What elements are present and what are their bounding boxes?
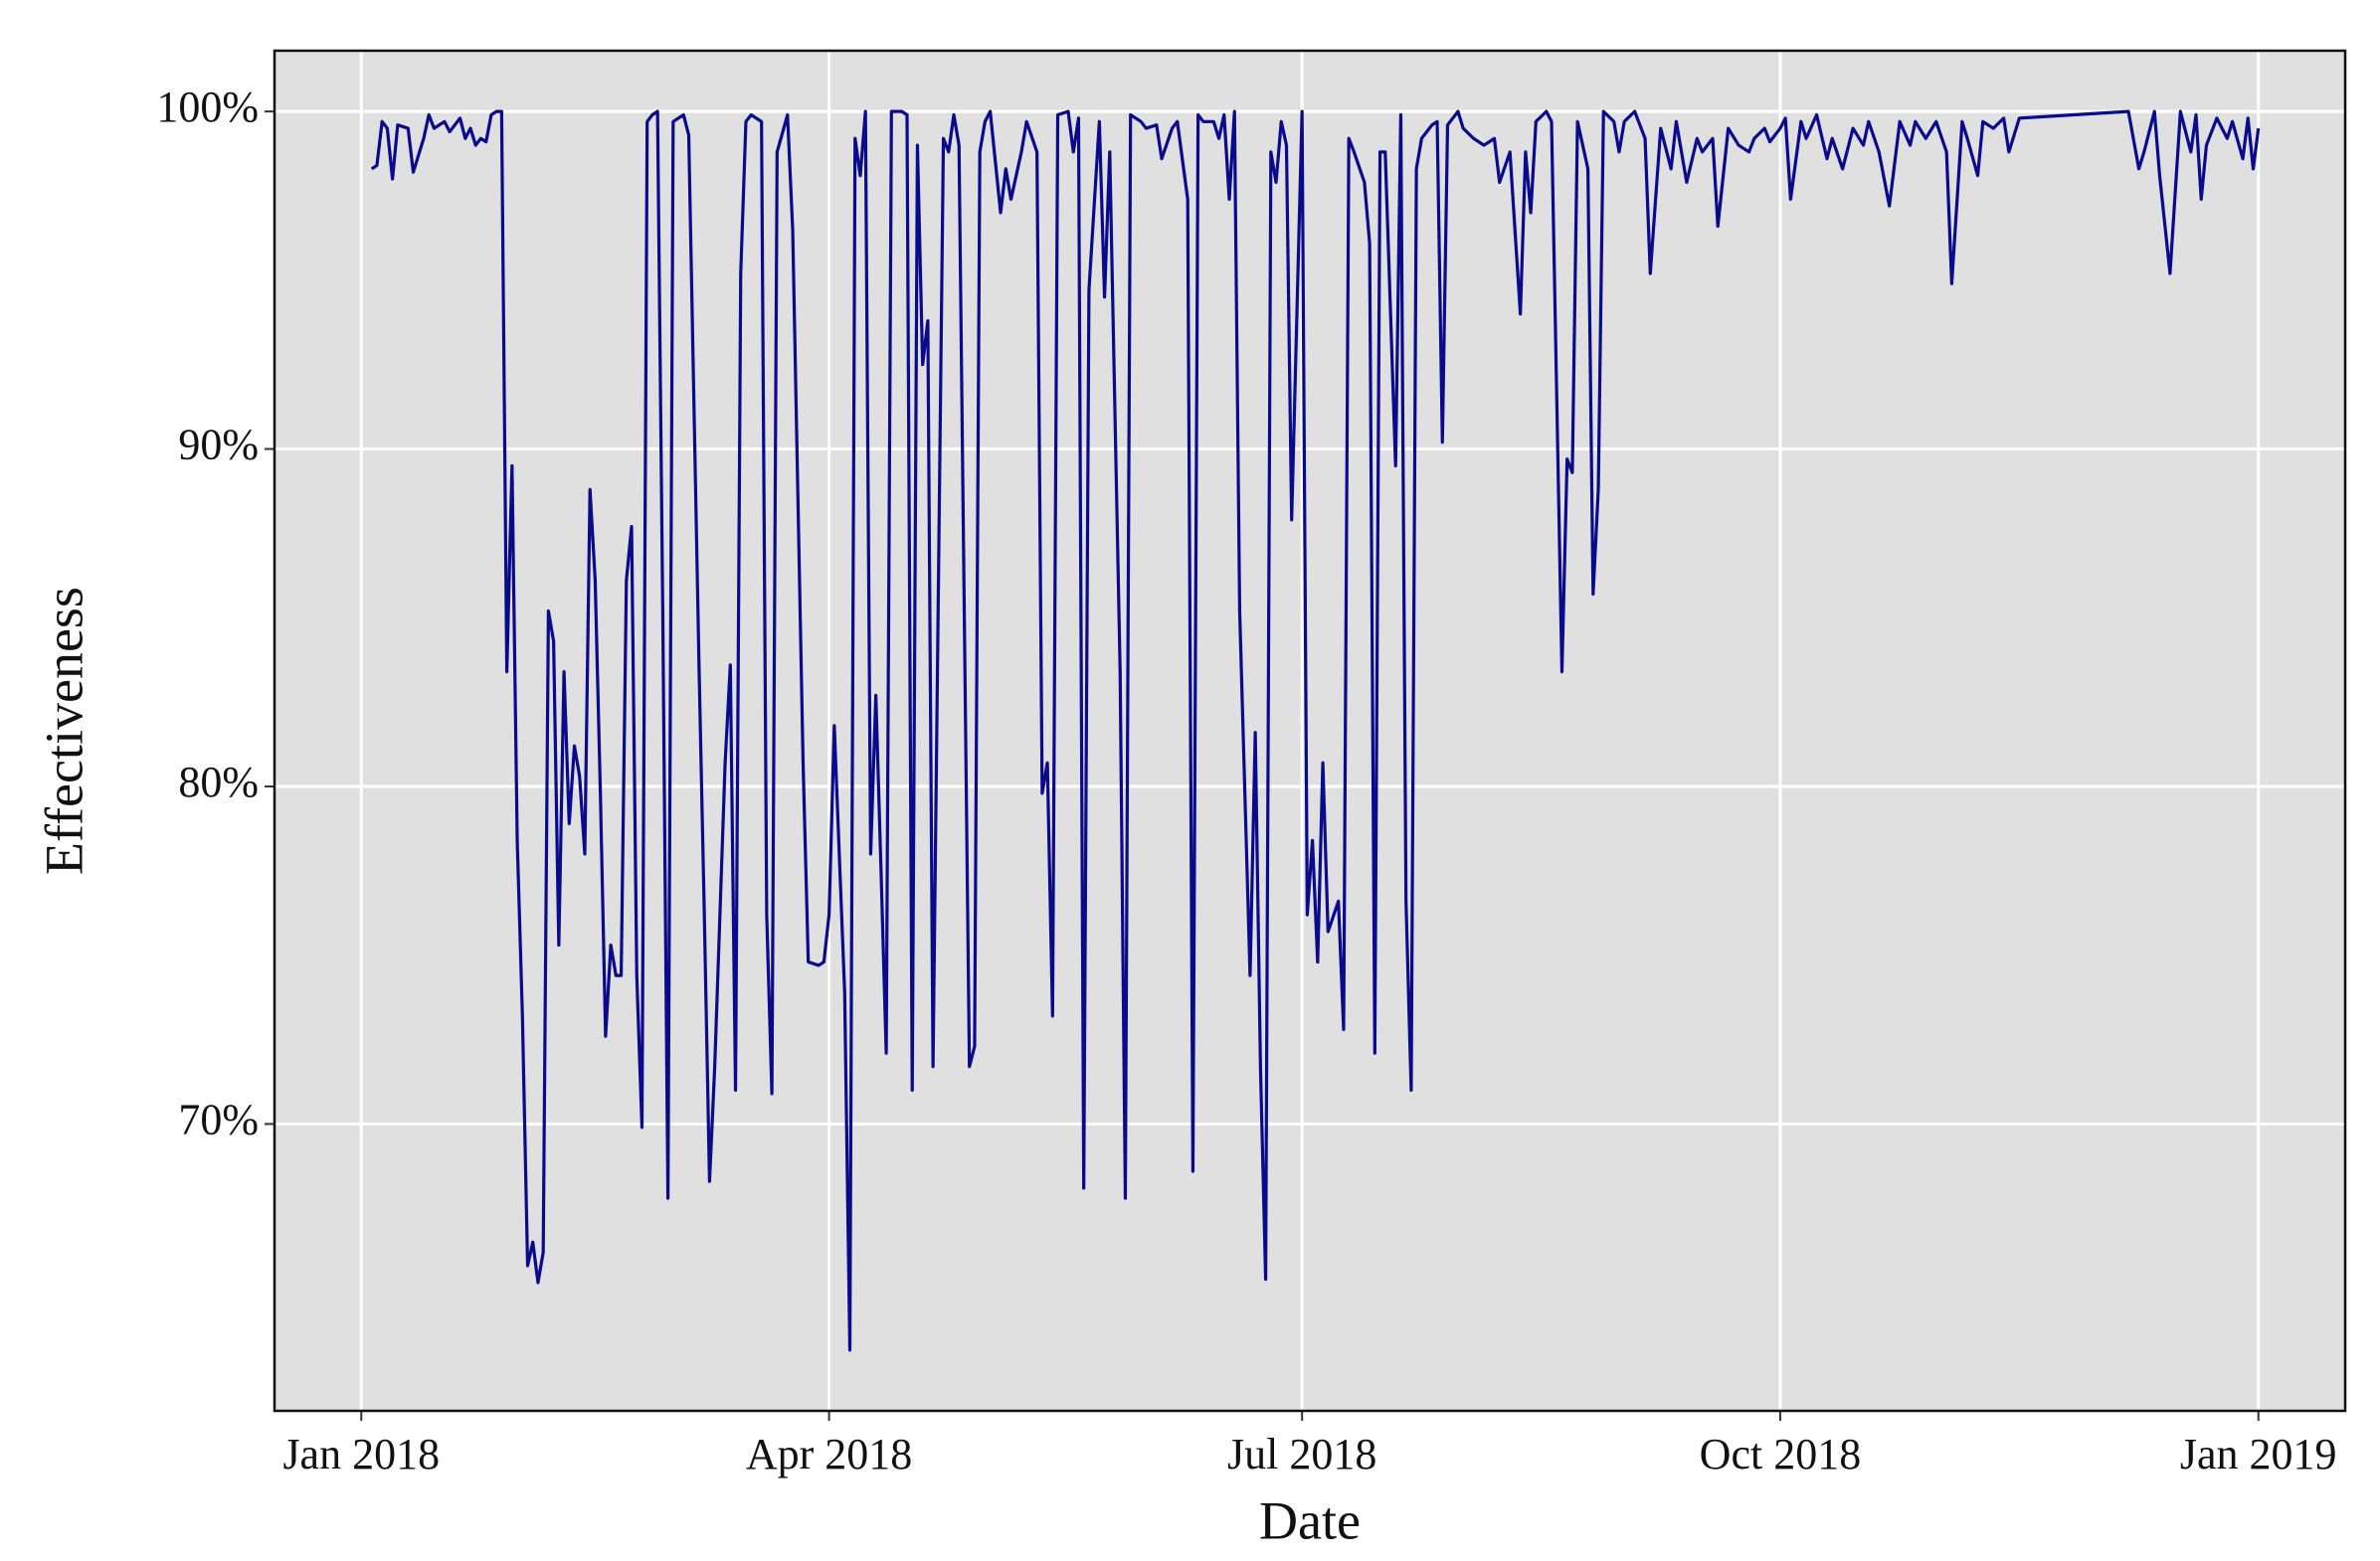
plot-border <box>273 49 2347 1413</box>
y-tick-label: 70% <box>178 1096 259 1144</box>
x-tick-label: Jan 2019 <box>2180 1430 2337 1478</box>
data-line <box>370 109 2261 1352</box>
x-tick-label: Apr 2018 <box>746 1430 912 1478</box>
plot-background <box>275 51 2345 1411</box>
y-tick-label: 100% <box>156 83 259 131</box>
x-tick-label: Jul 2018 <box>1227 1430 1376 1478</box>
y-tick-label: 80% <box>178 758 259 806</box>
y-tick-label: 90% <box>178 421 259 469</box>
x-axis-title: Date <box>1259 1490 1361 1550</box>
y-axis-title: Effectiveness <box>34 587 93 875</box>
x-tick-label: Jan 2018 <box>282 1430 440 1478</box>
x-tick-label: Oct 2018 <box>1700 1430 1862 1478</box>
